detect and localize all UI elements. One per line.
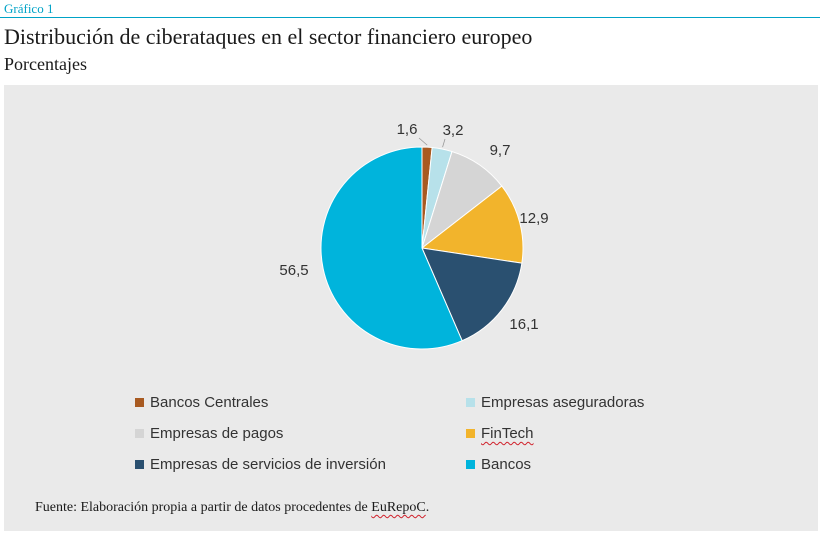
data-label: 12,9	[519, 210, 548, 227]
legend-item-bancos-centrales: Bancos Centrales	[135, 394, 268, 411]
source-suffix: .	[425, 500, 430, 515]
legend-label: Bancos	[481, 456, 532, 473]
source-note: Fuente: Elaboración propia a partir de d…	[35, 500, 429, 516]
header-rule	[0, 17, 820, 18]
chart-panel: 1,6 3,2 9,7 12,9 16,1 56,5 Bancos Centrales E…	[4, 85, 818, 531]
source-org: EuRepoC	[371, 500, 426, 515]
legend-label: Bancos Centrales	[150, 394, 269, 411]
data-label: 9,7	[490, 142, 511, 159]
legend-swatch	[466, 398, 475, 407]
legend-label: Empresas de pagos	[150, 425, 284, 442]
legend-item-empresas-aseguradoras: Empresas aseguradoras	[466, 394, 644, 411]
data-label: 56,5	[279, 262, 308, 279]
legend-swatch	[135, 398, 144, 407]
chart-title: Distribución de ciberataques en el secto…	[4, 24, 533, 49]
legend-swatch	[135, 429, 144, 438]
chart-subtitle: Porcentajes	[4, 54, 87, 74]
legend-swatch	[466, 460, 475, 469]
pie-slice-empresas-de-servicios-de-inversión	[421, 247, 523, 342]
leader-line	[442, 138, 446, 148]
pie-chart: 1,6 3,2 9,7 12,9 16,1 56,5	[279, 121, 549, 350]
legend-swatch	[466, 429, 475, 438]
pie-slice-bancos	[320, 146, 463, 350]
legend-label: FinTech	[481, 425, 534, 442]
legend-item-empresas-de-pagos: Empresas de pagos	[135, 425, 283, 442]
data-label: 1,6	[397, 121, 418, 138]
leader-line	[418, 137, 428, 146]
legend-label: Empresas de servicios de inversión	[150, 456, 386, 473]
legend-label: Empresas aseguradoras	[481, 394, 645, 411]
legend-item-servicios-inversion: Empresas de servicios de inversión	[135, 456, 386, 473]
legend-item-fintech: FinTech	[466, 425, 534, 442]
legend-swatch	[135, 460, 144, 469]
data-label: 16,1	[509, 316, 538, 333]
data-label: 3,2	[443, 122, 464, 139]
legend-item-bancos: Bancos	[466, 456, 531, 473]
source-prefix: Fuente: Elaboración propia a partir de d…	[35, 500, 372, 515]
pie-slice-fintech	[420, 185, 524, 264]
chart-number: Gráfico 1	[4, 1, 54, 16]
